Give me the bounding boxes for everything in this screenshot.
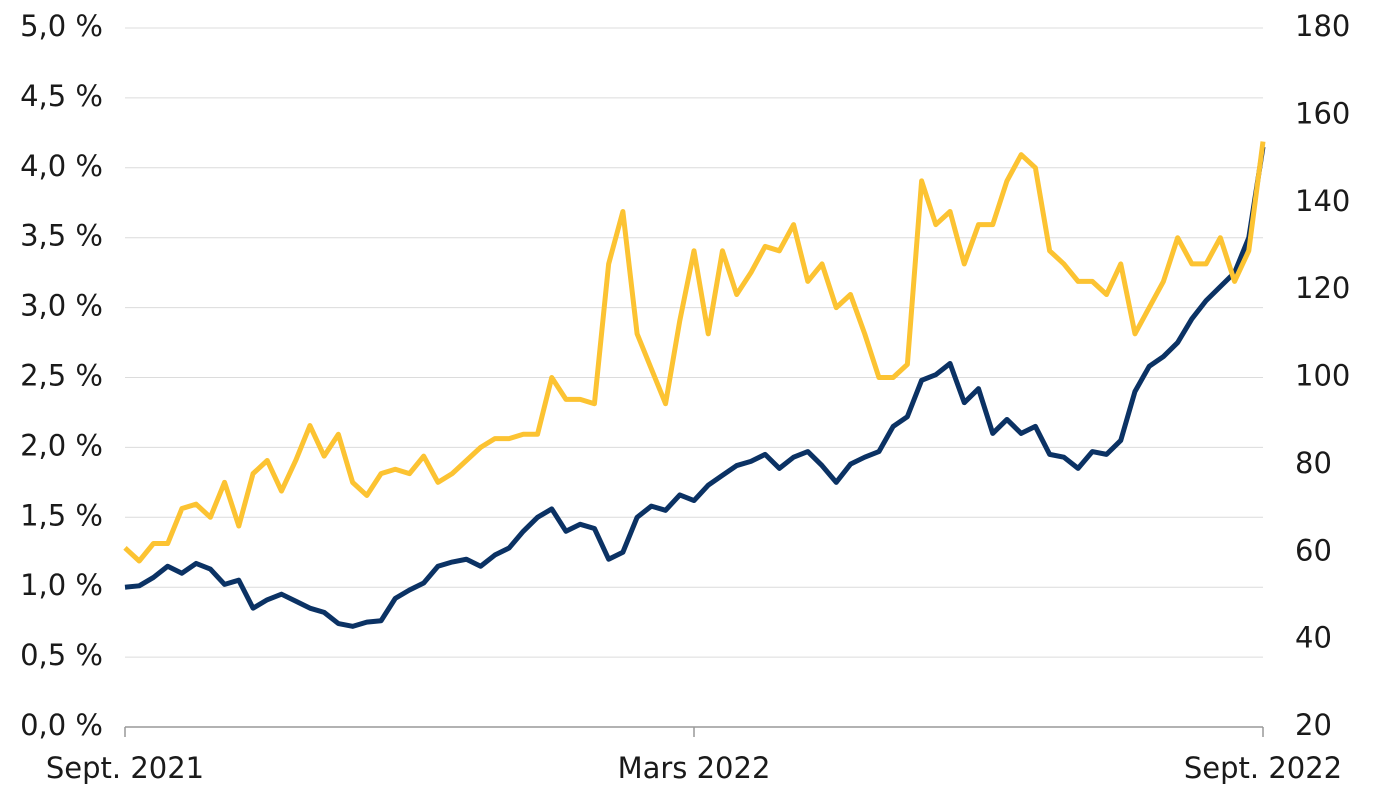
y2-tick-label: 120 [1295, 271, 1350, 305]
y-tick-label: 4,0 % [20, 149, 103, 183]
y2-tick-label: 160 [1295, 96, 1350, 130]
y2-tick-label: 40 [1295, 621, 1332, 655]
y2-tick-label: 100 [1295, 359, 1350, 393]
y-tick-label: 4,5 % [20, 79, 103, 113]
y2-tick-label: 140 [1295, 184, 1350, 218]
y2-tick-label: 20 [1295, 708, 1332, 742]
y2-tick-label: 60 [1295, 533, 1332, 567]
x-tick-label: Sept. 2021 [46, 751, 204, 785]
y-tick-label: 1,0 % [20, 568, 103, 602]
y2-tick-label: 180 [1295, 9, 1350, 43]
y-tick-label: 0,0 % [20, 708, 103, 742]
data-line [124, 146, 1266, 629]
y-tick-label: 0,5 % [20, 638, 103, 672]
y-tick-label: 2,5 % [20, 359, 103, 393]
y-tick-label: 3,0 % [20, 289, 103, 323]
y-tick-label: 2,0 % [20, 428, 103, 462]
data-line [123, 141, 1266, 564]
y-tick-label: 3,5 % [20, 219, 103, 253]
y-tick-label: 5,0 % [20, 9, 103, 43]
y-tick-label: 1,5 % [20, 498, 103, 532]
x-tick-label: Mars 2022 [618, 751, 771, 785]
y2-tick-label: 80 [1295, 446, 1332, 480]
x-tick-label: Sept. 2022 [1184, 751, 1342, 785]
